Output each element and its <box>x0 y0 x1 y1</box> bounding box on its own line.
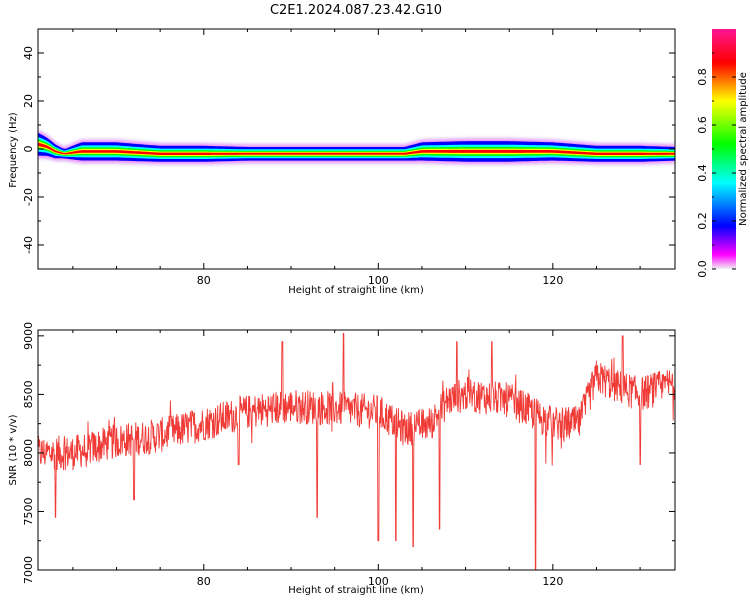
spectrogram-contour-band <box>38 142 675 155</box>
spectrogram-x-tick-label: 120 <box>542 274 563 287</box>
colorbar-tick-label: 0.4 <box>696 164 709 182</box>
spectrogram-y-axis-label: Frequency (Hz) <box>8 112 19 188</box>
colorbar-gradient <box>712 29 736 269</box>
snr-x-axis-label: Height of straight line (km) <box>288 585 424 596</box>
snr-y-tick-label: 7000 <box>22 556 35 584</box>
figure-title: C2E1.2024.087.23.42.G10 <box>270 3 442 18</box>
snr-frame <box>37 329 676 571</box>
colorbar-ticks: 0.0 0.2 0.4 0.6 0.8 <box>696 52 736 278</box>
snr-x-tick-label: 100 <box>368 575 389 588</box>
snr-ticks: 80 100 120 7000 7500 8000 8500 9000 <box>22 322 675 588</box>
spectrogram-ticks: 80 100 120 -40 -20 0 20 40 <box>22 28 675 287</box>
snr-y-tick-label: 9000 <box>22 322 35 350</box>
spectrogram-x-tick-label: 80 <box>197 274 211 287</box>
spectrogram-y-tick-label: -20 <box>22 188 35 206</box>
colorbar-tick-label: 0.8 <box>696 68 709 86</box>
colorbar-tick-label: 0.6 <box>696 116 709 134</box>
colorbar-label: Normalized spectral amplitude <box>738 72 749 226</box>
spectrogram-ridge <box>38 128 675 166</box>
spectrogram-x-axis-label: Height of straight line (km) <box>288 285 424 296</box>
colorbar-tick-label: 0.0 <box>696 260 709 278</box>
spectrogram-x-tick-label: 100 <box>368 274 389 287</box>
snr-y-tick-label: 8500 <box>22 380 35 408</box>
spectrogram-y-tick-label: 40 <box>22 46 35 60</box>
spectrogram-y-tick-label: -40 <box>22 236 35 254</box>
snr-x-tick-label: 120 <box>542 575 563 588</box>
snr-panel: 80 100 120 7000 7500 8000 8500 9000 SNR (10 * v… <box>8 322 676 596</box>
colorbar-tick-label: 0.2 <box>696 212 709 230</box>
spectrogram-y-tick-label: 20 <box>22 94 35 108</box>
spectrogram-y-tick-label: 0 <box>22 146 35 153</box>
spectrogram-panel: 80 100 120 -40 -20 0 20 40 Frequency (Hz) Heigh… <box>8 28 676 296</box>
snr-y-tick-label: 7500 <box>22 497 35 525</box>
snr-y-axis-label: SNR (10 * v/v) <box>8 414 19 485</box>
snr-series-line <box>38 333 675 570</box>
colorbar: 0.0 0.2 0.4 0.6 0.8 Normalized spectral ampl… <box>696 29 749 278</box>
snr-y-tick-label: 8000 <box>22 439 35 467</box>
snr-x-tick-label: 80 <box>197 575 211 588</box>
